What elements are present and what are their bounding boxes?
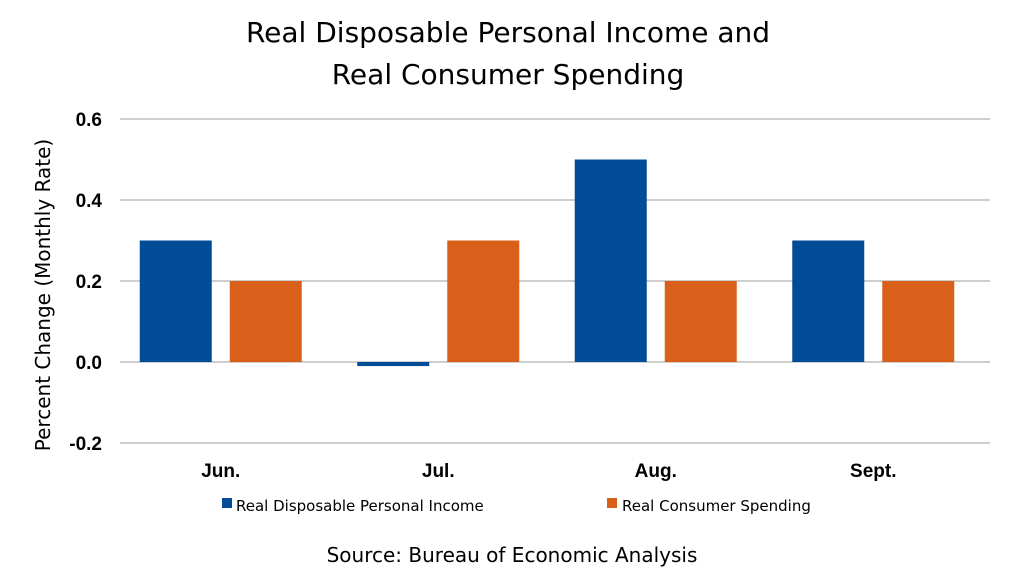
bar-income-aug [574,159,647,362]
y-tick-label: -0.2 [69,434,102,455]
legend-swatch-spending [607,498,617,508]
y-tick-label: 0.2 [76,272,102,293]
legend-label-spending: Real Consumer Spending [622,497,811,515]
x-tick-label: Sept. [850,461,896,482]
y-axis-label: Percent Change (Monthly Rate) [31,139,55,451]
bars [139,159,955,367]
bar-income-jul [357,362,430,367]
bar-spending-jul [447,240,520,362]
y-tick-label: 0.4 [76,191,103,212]
bar-spending-aug [664,281,737,362]
bar-spending-jun [229,281,302,362]
bar-income-jun [139,240,212,362]
source-note: Source: Bureau of Economic Analysis [327,543,698,567]
x-tick-label: Jun. [201,461,240,482]
bar-income-sept [792,240,865,362]
y-tick-label: 0.0 [76,353,102,374]
legend-label-income: Real Disposable Personal Income [236,497,484,515]
chart-title-line-2: Real Consumer Spending [332,58,685,91]
x-tick-label: Jul. [422,461,455,482]
legend: Real Disposable Personal Income Real Con… [222,497,811,515]
y-tick-label: 0.6 [76,110,102,131]
legend-swatch-income [222,498,232,508]
bar-spending-sept [882,281,955,362]
x-tick-label: Aug. [635,461,677,482]
y-axis-ticks: -0.2 0.0 0.2 0.4 0.6 [69,110,102,455]
chart-title-line-1: Real Disposable Personal Income and [246,16,770,49]
x-axis-ticks: Jun. Jul. Aug. Sept. [201,461,896,482]
